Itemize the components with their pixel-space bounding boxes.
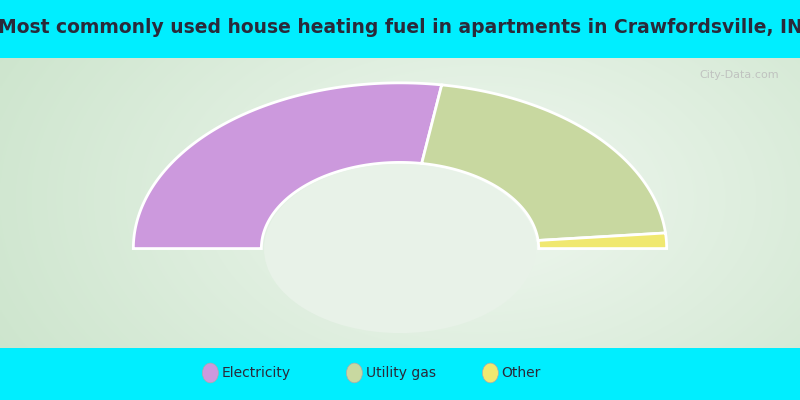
Text: Most commonly used house heating fuel in apartments in Crawfordsville, IN: Most commonly used house heating fuel in… — [0, 18, 800, 37]
Circle shape — [264, 164, 536, 333]
Polygon shape — [134, 83, 442, 248]
Ellipse shape — [202, 363, 218, 383]
Bar — [0, 248, 800, 356]
Text: Utility gas: Utility gas — [366, 366, 436, 380]
Text: City-Data.com: City-Data.com — [699, 70, 778, 80]
Polygon shape — [538, 233, 666, 248]
Ellipse shape — [482, 363, 498, 383]
Polygon shape — [422, 85, 666, 240]
Ellipse shape — [346, 363, 362, 383]
Text: Other: Other — [502, 366, 541, 380]
Text: Electricity: Electricity — [222, 366, 290, 380]
